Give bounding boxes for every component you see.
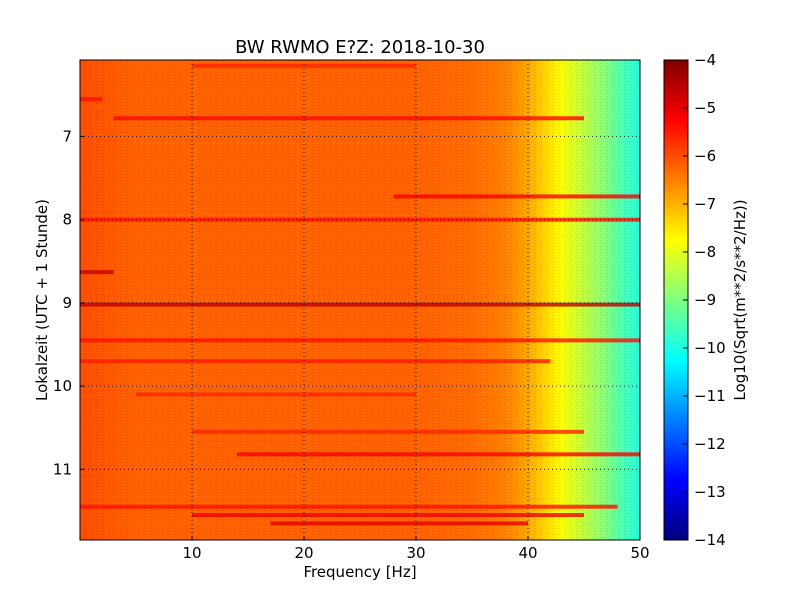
time-band xyxy=(192,513,584,518)
time-band xyxy=(136,392,416,397)
plot-frame xyxy=(79,59,641,541)
colorbar: −4 −5 −6 −7 −8 −9 −10 −11 −12 −13 −14 xyxy=(663,51,726,549)
colorbar-tick-label: −4 xyxy=(694,51,716,69)
time-band xyxy=(80,359,551,364)
colorbar-tick-label: −12 xyxy=(694,435,726,453)
x-tick-label: 10 xyxy=(182,544,201,562)
chart-title: BW RWMO E?Z: 2018-10-30 xyxy=(235,37,485,58)
y-tick-label: 10 xyxy=(53,377,72,395)
time-band xyxy=(80,302,640,307)
colorbar-tick-label: −14 xyxy=(694,531,726,549)
y-tick-label: 8 xyxy=(62,211,72,229)
time-band xyxy=(236,452,641,457)
time-band xyxy=(192,429,584,434)
time-band xyxy=(113,116,584,121)
y-tick-label: 9 xyxy=(62,294,72,312)
time-band xyxy=(80,97,103,102)
y-tick-label: 11 xyxy=(53,460,72,478)
time-band xyxy=(80,270,114,275)
colorbar-ticks: −4 −5 −6 −7 −8 −9 −10 −11 −12 −13 −14 xyxy=(683,51,726,549)
x-tick-label: 40 xyxy=(518,544,537,562)
y-axis-label: Lokalzeit (UTC + 1 Stunde) xyxy=(33,199,51,401)
colorbar-tick-label: −11 xyxy=(694,387,726,405)
y-tick-label: 7 xyxy=(62,128,72,146)
grid-lines xyxy=(80,60,640,540)
colorbar-tick-label: −7 xyxy=(694,195,716,213)
time-band xyxy=(192,63,416,68)
colorbar-tick-label: −6 xyxy=(694,147,716,165)
time-band xyxy=(80,504,618,509)
colorbar-tick-label: −13 xyxy=(694,483,726,501)
colorbar-tick-label: −9 xyxy=(694,291,716,309)
axis-ticks: 10 20 30 40 50 7 8 9 10 11 xyxy=(53,128,650,562)
x-tick-label: 20 xyxy=(294,544,313,562)
colorbar-tick-label: −5 xyxy=(694,99,716,117)
time-band xyxy=(80,338,640,343)
plot-area: 10 20 30 40 50 7 8 9 10 11 xyxy=(53,59,650,562)
x-tick-label: 50 xyxy=(630,544,649,562)
x-axis-label: Frequency [Hz] xyxy=(303,563,416,581)
colorbar-tick-label: −10 xyxy=(694,339,726,357)
colorbar-tick-label: −8 xyxy=(694,243,716,261)
heatmap-texture xyxy=(80,60,640,540)
time-band xyxy=(393,194,640,199)
x-tick-label: 30 xyxy=(406,544,425,562)
time-band xyxy=(270,521,528,526)
colorbar-label: Log10(Sqrt(m**2/s**2/Hz)) xyxy=(731,199,749,400)
